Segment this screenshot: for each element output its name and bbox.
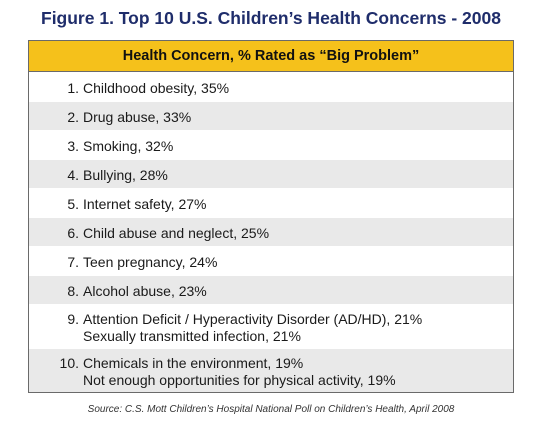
table-row: 5. Internet safety, 27% [29, 188, 513, 217]
row-line: Teen pregnancy, 24% [83, 254, 218, 270]
row-number: 5. [67, 196, 79, 212]
table-row: 7. Teen pregnancy, 24% [29, 246, 513, 275]
row-number: 2. [67, 109, 79, 125]
table-header: Health Concern, % Rated as “Big Problem” [29, 41, 513, 72]
row-line: Sexually transmitted infection, 21% [83, 328, 301, 344]
row-text: Alcohol abuse, 23% [83, 283, 207, 299]
row-line: Attention Deficit / Hyperactivity Disord… [83, 311, 423, 327]
source-note: Source: C.S. Mott Children’s Hospital Na… [87, 404, 455, 415]
row-line: Child abuse and neglect, 25% [83, 225, 270, 241]
row-number: 1. [67, 80, 79, 96]
row-line: Childhood obesity, 35% [83, 80, 230, 96]
row-line: Alcohol abuse, 23% [83, 283, 207, 299]
row-text: Drug abuse, 33% [83, 109, 191, 125]
row-text: Teen pregnancy, 24% [83, 254, 217, 270]
row-text: Bullying, 28% [83, 167, 168, 183]
row-text: Smoking, 32% [83, 138, 173, 154]
table-row: 4. Bullying, 28% [29, 159, 513, 188]
row-number: 10. [59, 355, 79, 371]
row-line: Bullying, 28% [83, 167, 168, 183]
row-text: Child abuse and neglect, 25% [83, 225, 269, 241]
table-row: 10. Chemicals in the environment, 19% No… [29, 348, 513, 392]
row-number: 4. [67, 167, 79, 183]
row-line: Chemicals in the environment, 19% [83, 355, 304, 371]
row-text: Internet safety, 27% [83, 196, 206, 212]
table-row: 3. Smoking, 32% [29, 130, 513, 159]
health-concerns-table: Health Concern, % Rated as “Big Problem”… [28, 40, 514, 393]
row-number: 7. [67, 254, 79, 270]
row-number: 9. [67, 311, 79, 327]
row-text: Attention Deficit / Hyperactivity Disord… [83, 311, 422, 345]
table-row: 8. Alcohol abuse, 23% [29, 275, 513, 304]
row-line: Smoking, 32% [83, 138, 174, 154]
figure-title: Figure 1. Top 10 U.S. Children’s Health … [41, 8, 501, 28]
row-text: Childhood obesity, 35% [83, 80, 229, 96]
row-number: 6. [67, 225, 79, 241]
table-row: 9. Attention Deficit / Hyperactivity Dis… [29, 304, 513, 348]
row-text: Chemicals in the environment, 19% Not en… [83, 355, 396, 389]
table-row: 2. Drug abuse, 33% [29, 101, 513, 130]
row-number: 8. [67, 283, 79, 299]
table-row: 1. Childhood obesity, 35% [29, 72, 513, 101]
row-line: Internet safety, 27% [83, 196, 207, 212]
row-line: Not enough opportunities for physical ac… [83, 372, 396, 388]
row-line: Drug abuse, 33% [83, 109, 192, 125]
table-row: 6. Child abuse and neglect, 25% [29, 217, 513, 246]
row-number: 3. [67, 138, 79, 154]
